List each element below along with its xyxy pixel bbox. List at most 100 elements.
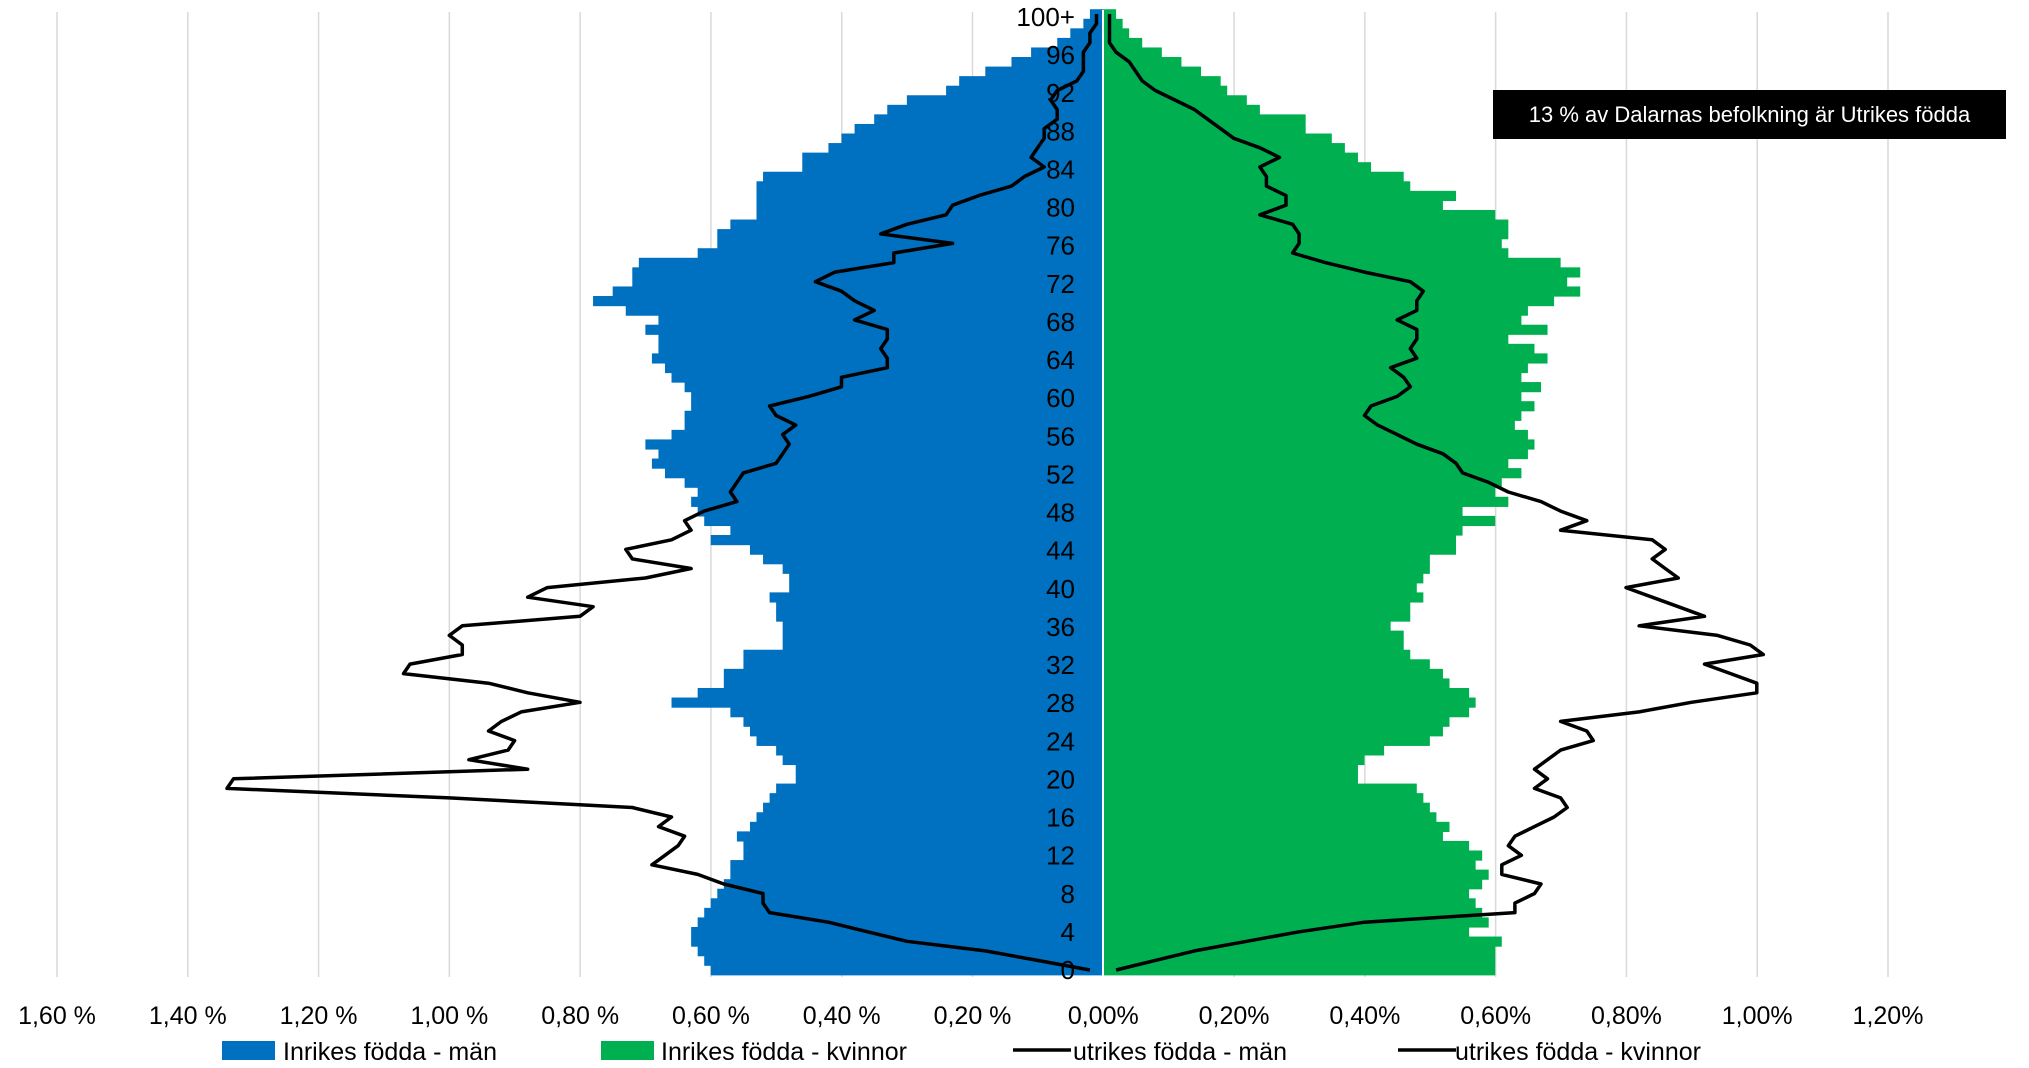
bar-men-age-50: [697, 487, 1103, 498]
bar-men-age-83: [763, 171, 1103, 182]
bar-men-age-9: [723, 879, 1103, 890]
bar-women-age-26: [1103, 716, 1450, 727]
age-tick-label: 32: [1046, 650, 1075, 680]
bar-women-age-24: [1103, 735, 1430, 746]
bar-men-age-18: [769, 793, 1103, 804]
bar-women-age-57: [1103, 420, 1515, 431]
bar-men-age-44: [749, 544, 1103, 555]
bar-women-age-38: [1103, 601, 1411, 613]
bar-women-age-87: [1103, 133, 1332, 144]
bar-women-age-84: [1103, 162, 1372, 173]
bar-men-age-93: [959, 76, 1103, 87]
bar-men-age-52: [664, 468, 1103, 479]
bar-men-age-33: [743, 649, 1103, 660]
bar-men-age-60: [691, 391, 1103, 402]
bar-women-age-46: [1103, 525, 1463, 536]
bar-women-age-70: [1103, 296, 1555, 307]
bar-women-age-71: [1103, 286, 1581, 297]
bar-women-age-59: [1103, 401, 1535, 412]
bar-women-age-90: [1103, 104, 1260, 115]
bar-women-age-72: [1103, 276, 1568, 288]
bar-women-age-15: [1103, 821, 1450, 832]
bar-men-age-32: [743, 659, 1103, 670]
bar-men-age-49: [691, 496, 1103, 507]
bar-women-age-76: [1103, 238, 1502, 249]
age-tick-labels: 100+969288848076726864605652484440363228…: [1016, 2, 1075, 985]
age-tick-label: 56: [1046, 421, 1075, 451]
x-tick-labels: 1,60 % 1,40 % 1,20 % 1,00 % 0,80 % 0,60 % 0,40…: [18, 1002, 1923, 1030]
bar-women-age-37: [1103, 611, 1411, 622]
bar-women-age-81: [1103, 190, 1457, 202]
bar-women-age-86: [1103, 143, 1345, 154]
bar-women-age-78: [1103, 219, 1509, 230]
bar-men-age-91: [906, 95, 1103, 106]
bar-women-age-22: [1103, 754, 1365, 766]
legend-swatch: [601, 1041, 654, 1060]
bar-women-age-43: [1103, 554, 1430, 565]
x-tick-label: 1,00%: [1722, 1002, 1793, 1030]
bar-men-age-31: [723, 668, 1103, 680]
bar-women-age-36: [1103, 621, 1391, 632]
bar-women-age-9: [1103, 879, 1483, 890]
bar-men-age-27: [730, 707, 1103, 718]
bar-women-age-63: [1103, 362, 1528, 374]
x-tick-label: 0,40%: [1329, 1002, 1400, 1030]
bar-men-age-0: [710, 965, 1103, 976]
bar-men-age-77: [717, 229, 1103, 240]
bar-men-age-92: [946, 85, 1103, 96]
bar-women-age-5: [1103, 917, 1489, 928]
bar-men-age-87: [841, 133, 1103, 144]
age-tick-label: 96: [1046, 40, 1075, 70]
age-tick-label: 100+: [1016, 2, 1075, 32]
x-tick-label: 0,60%: [1460, 1002, 1531, 1030]
bar-men-age-67: [645, 324, 1103, 335]
x-tick-label: 0,00%: [1068, 1002, 1139, 1030]
x-tick-label: 0,40 %: [803, 1002, 881, 1030]
bar-women-age-60: [1103, 391, 1522, 402]
bar-women-age-32: [1103, 659, 1430, 670]
bar-men-age-80: [756, 200, 1103, 211]
bar-women-age-98: [1103, 28, 1130, 39]
bar-men-age-64: [651, 353, 1103, 364]
bar-men-age-96: [1031, 47, 1103, 58]
bar-women-age-53: [1103, 458, 1509, 469]
bar-women-age-44: [1103, 544, 1457, 555]
age-tick-label: 92: [1046, 78, 1075, 108]
bar-women-age-83: [1103, 171, 1404, 182]
bar-men-age-30: [723, 678, 1103, 689]
bar-men-age-7: [710, 898, 1103, 909]
bar-men-age-4: [691, 926, 1103, 938]
bar-men-age-95: [1011, 57, 1103, 68]
annotation-box: 13 % av Dalarnas befolkning är Utrikes f…: [1493, 90, 2006, 139]
age-tick-label: 60: [1046, 383, 1075, 413]
bar-women-age-27: [1103, 707, 1470, 718]
bar-men-age-19: [776, 783, 1103, 794]
legend-label: Inrikes födda - kvinnor: [661, 1038, 907, 1066]
legend-label: Inrikes födda - män: [283, 1038, 497, 1066]
bar-men-age-85: [802, 152, 1103, 163]
bar-men-age-16: [756, 812, 1103, 823]
bar-men-age-57: [684, 420, 1103, 431]
bar-women-age-58: [1103, 410, 1522, 421]
line-utrikes-women: [1107, 14, 1766, 972]
x-tick-label: 1,20%: [1853, 1002, 1924, 1030]
bar-men-age-53: [651, 458, 1103, 469]
bar-men-age-37: [776, 611, 1103, 622]
bar-men-age-6: [704, 907, 1103, 919]
bar-men-age-2: [697, 946, 1103, 957]
bar-women-age-54: [1103, 448, 1528, 460]
bar-men-age-61: [684, 382, 1103, 393]
bar-women-age-99: [1103, 18, 1123, 29]
bar-women-age-28: [1103, 697, 1476, 708]
bar-men-age-88: [854, 123, 1103, 135]
bar-men-age-41: [789, 573, 1103, 584]
bar-women-age-88: [1103, 123, 1306, 135]
bar-men-age-12: [743, 850, 1103, 861]
bar-women-age-56: [1103, 429, 1528, 441]
x-tick-label: 0,20%: [1199, 1002, 1270, 1030]
bar-women-age-79: [1103, 209, 1496, 221]
bar-women-age-49: [1103, 496, 1509, 507]
x-tick-label: 0,20 %: [934, 1002, 1012, 1030]
bar-men-age-3: [691, 936, 1103, 947]
